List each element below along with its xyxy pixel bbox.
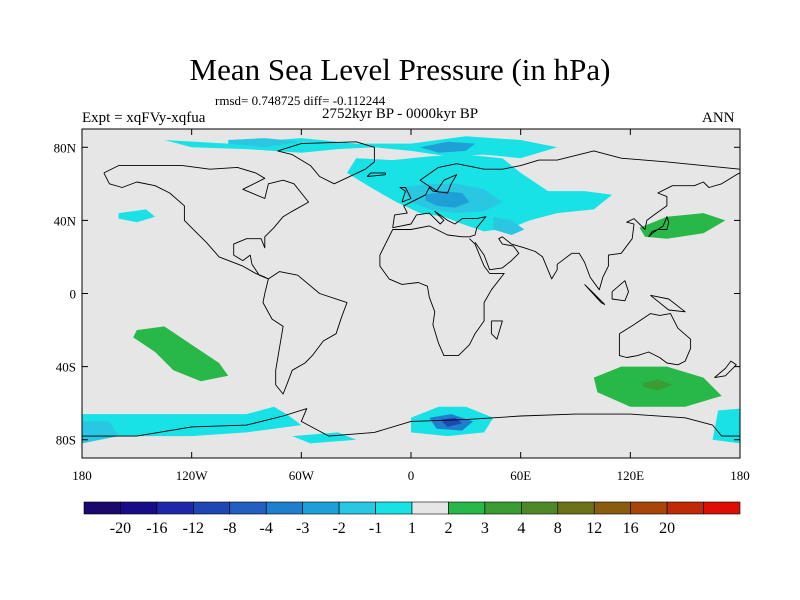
- colorbar-swatch: [120, 501, 158, 515]
- coastline-6: [490, 320, 503, 340]
- axis-ticks: 180 120W 60W 0 60E 120E 180 80N 40N 0 40S 80S: [54, 129, 750, 483]
- colorbar-label: -4: [260, 520, 273, 537]
- coastline-7: [618, 313, 692, 366]
- region-sw-pacific-low: [82, 421, 119, 444]
- region-nw-pacific-patch: [118, 209, 156, 223]
- x-tick-label: 60W: [289, 468, 315, 483]
- colorbar-label: -1: [369, 520, 382, 537]
- region-southern-band: [82, 406, 302, 437]
- colorbar-label: -20: [110, 520, 131, 537]
- coastline-3: [392, 150, 740, 228]
- coastline-13: [611, 280, 629, 302]
- coastline-9: [399, 187, 412, 203]
- colorbar-swatch: [703, 501, 741, 515]
- colorbar-swatch: [557, 501, 595, 515]
- colorbar-swatch: [302, 501, 340, 515]
- coastline-15: [714, 360, 737, 379]
- colorbar-label: -8: [223, 520, 236, 537]
- region-scand-core: [420, 141, 475, 153]
- colorbar-label: -16: [146, 520, 167, 537]
- colorbar-swatch: [521, 501, 559, 515]
- coastline-2: [277, 141, 375, 185]
- colorbar-label: 2: [444, 520, 452, 537]
- x-tick-label: 60E: [510, 468, 531, 483]
- region-asia-lobe: [493, 216, 525, 235]
- y-tick-label: 80S: [56, 433, 76, 448]
- colorbar-label: -3: [296, 520, 309, 537]
- colorbar-swatch: [156, 501, 194, 515]
- region-southern-band-3: [712, 408, 740, 444]
- region-se-pacific-high: [133, 326, 229, 382]
- y-tick-label: 40S: [56, 360, 76, 375]
- colorbar-label: -12: [183, 520, 204, 537]
- coastline-4: [379, 210, 505, 357]
- x-tick-label: 180: [72, 468, 92, 483]
- season-label: ANN: [702, 110, 735, 126]
- colorbar-label: 20: [659, 520, 675, 537]
- colorbar-swatch: [630, 501, 668, 515]
- region-s-indian-core: [643, 379, 673, 391]
- colorbar-label: -2: [332, 520, 345, 537]
- coastline-11: [82, 408, 740, 437]
- anomaly-regions: [82, 136, 740, 444]
- colorbar-label: 8: [554, 520, 562, 537]
- y-tick-label: 40N: [54, 213, 77, 228]
- region-nw-pacific-high: [639, 213, 726, 239]
- coastline-14: [650, 294, 686, 313]
- colorbar-swatch: [265, 501, 303, 515]
- colorbar-swatch: [484, 501, 522, 515]
- coastlines: [82, 141, 740, 437]
- experiment-label: Expt = xqFVy-xqfua: [82, 110, 206, 126]
- x-tick-label: 180: [730, 468, 750, 483]
- rmsd-diff-stats: rmsd= 0.748725 diff= -0.112244: [215, 93, 386, 108]
- colorbar-swatch: [83, 501, 121, 515]
- region-arctic-band-deep: [228, 138, 302, 148]
- colorbar-label: 1: [408, 520, 416, 537]
- colorbar-swatch: [448, 501, 486, 515]
- chart-title: Mean Sea Level Pressure (in hPa): [189, 52, 611, 87]
- colorbar-swatch: [375, 501, 413, 515]
- coastline-8: [648, 216, 670, 238]
- colorbar-label: 4: [517, 520, 525, 537]
- colorbar-swatch: [193, 501, 231, 515]
- colorbar-swatch: [338, 501, 376, 515]
- region-europe-core: [425, 191, 470, 208]
- coastline-12: [584, 284, 606, 305]
- x-tick-label: 0: [408, 468, 415, 483]
- y-tick-label: 80N: [54, 140, 77, 155]
- colorbar-label: 3: [481, 520, 489, 537]
- coastline-0: [103, 165, 310, 280]
- period-label: 2752kyr BP - 0000kyr BP: [322, 106, 479, 122]
- x-tick-label: 120E: [617, 468, 645, 483]
- colorbar: -20 -16 -12 -8 -4 -3 -2 -1 1 2 3 4 8 12 16 20: [83, 501, 741, 537]
- colorbar-swatch: [666, 501, 704, 515]
- colorbar-swatch: [593, 501, 631, 515]
- x-tick-label: 120W: [176, 468, 209, 483]
- coastline-1: [262, 271, 348, 395]
- colorbar-swatch: [411, 501, 449, 515]
- coastline-5: [474, 172, 740, 291]
- colorbar-label: 12: [586, 520, 602, 537]
- colorbar-swatch: [229, 501, 267, 515]
- y-tick-label: 0: [70, 287, 77, 302]
- coastline-10: [366, 172, 386, 177]
- colorbar-label: 16: [623, 520, 639, 537]
